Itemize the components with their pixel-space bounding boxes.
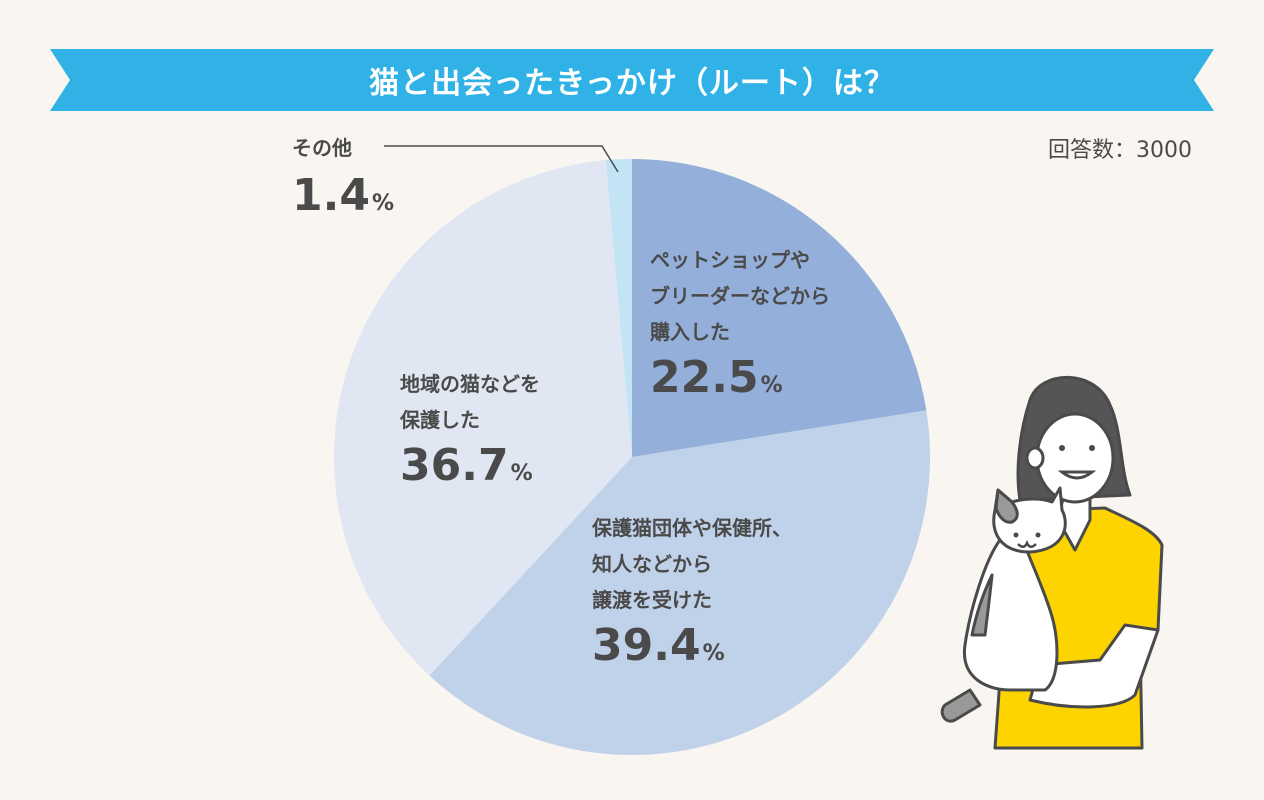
label-org-line: 保護猫団体や保健所、 [592,516,792,540]
woman-holding-cat-illustration [940,375,1164,750]
label-shop-line: ペットショップや [650,248,810,272]
percent-unit: % [760,373,783,398]
label-local: 地域の猫などを 保護した 36.7% [400,366,540,502]
title-banner: 猫と出会ったきっかけ（ルート）は？ [50,49,1214,111]
label-shop-line: 購入した [650,320,730,344]
pie-slice [429,410,930,755]
label-other: その他 1.4% [292,130,394,232]
label-org-line: 知人などから [592,552,712,576]
pie-slice [605,159,632,457]
pie-slice [632,159,927,457]
label-org-line: 譲渡を受けた [592,588,712,612]
pie-slice [334,160,632,676]
percent-unit: % [510,461,533,486]
label-local-line: 地域の猫などを [400,372,540,396]
respondent-count: 回答数：3000 [1048,138,1192,163]
label-shop-line: ブリーダーなどから [650,284,830,308]
label-other-text: その他 [292,136,352,160]
label-local-line: 保護した [400,408,480,432]
label-shop-value: 22.5 [650,352,759,403]
banner-ribbon-shape [50,49,1214,111]
label-local-value: 36.7 [400,440,509,491]
label-org-value: 39.4 [592,620,701,671]
percent-unit: % [371,191,394,216]
leader-line-other [384,145,619,173]
chart-title: 猫と出会ったきっかけ（ルート）は？ [369,66,895,101]
label-other-value: 1.4 [292,170,370,221]
label-shop: ペットショップや ブリーダーなどから 購入した 22.5% [650,242,830,414]
percent-unit: % [702,641,725,666]
label-org: 保護猫団体や保健所、 知人などから 譲渡を受けた 39.4% [592,510,792,682]
